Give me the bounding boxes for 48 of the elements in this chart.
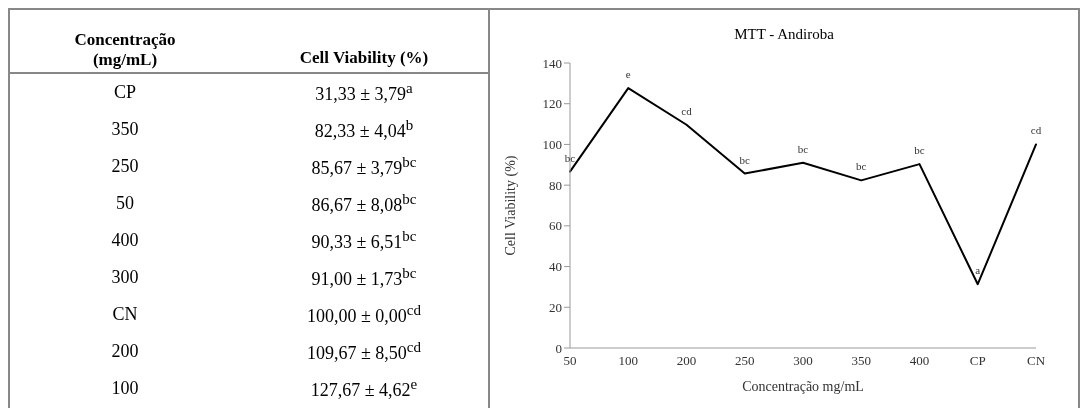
data-label: bc	[564, 151, 576, 164]
data-label: bc	[856, 160, 867, 173]
y-tick-label: 0	[555, 340, 562, 356]
text: 127,67 ± 4,62$^{e}$	[310, 376, 418, 400]
text: 31,33 ± 3,79$^{a}$	[315, 80, 413, 104]
y-tick-label: 80	[549, 177, 562, 193]
text: 82,33 ± 4,04$^{b}$	[314, 117, 414, 141]
y-tick-label: 20	[549, 299, 562, 315]
category-label: CN	[111, 304, 139, 325]
x-axis-title: Concentração mg/mL	[742, 379, 864, 394]
category-label: 400	[110, 230, 140, 251]
y-tick-label: 100	[542, 137, 562, 153]
x-tick-label: 200	[676, 353, 697, 369]
chart-title: MTT - Andiroba	[733, 26, 835, 43]
y-tick-label: 140	[542, 55, 562, 71]
text: 90,33 ± 6,51$^{bc}$	[311, 228, 417, 252]
text: 85,67 ± 3,79$^{bc}$	[311, 154, 417, 178]
y-tick-label: 60	[549, 218, 562, 234]
x-tick-label: 300	[793, 353, 813, 369]
category-label: CP	[113, 82, 137, 103]
x-tick-label: CN	[1026, 353, 1046, 369]
x-tick-label: 400	[909, 353, 930, 369]
text: 91,00 ± 1,73$^{bc}$	[311, 265, 417, 289]
category-label: 50	[115, 193, 135, 214]
category-label: 250	[110, 156, 140, 177]
x-tick-label: 50	[563, 353, 577, 369]
data-label: bc	[739, 153, 751, 166]
text: Concentração (mg/mL)	[73, 30, 177, 70]
y-axis-title: Cell Viability (%)	[502, 155, 519, 256]
text: 100,00 ± 0,00$^{cd}$	[306, 302, 422, 326]
x-tick-label: CP	[969, 353, 986, 369]
x-tick-label: 100	[618, 353, 638, 369]
data-label: e	[625, 68, 631, 81]
data-label: bc	[797, 142, 809, 155]
y-tick-label: 40	[549, 259, 562, 275]
data-label: cd	[681, 104, 693, 117]
text: Cell Viability (%)	[298, 48, 430, 69]
category-label: 300	[110, 267, 140, 288]
category-label: 350	[110, 119, 140, 140]
y-tick-label: 120	[542, 96, 562, 112]
category-label: 100	[110, 378, 140, 399]
text: 86,67 ± 8,08$^{bc}$	[311, 191, 417, 215]
x-tick-label: 250	[735, 353, 755, 369]
text: 109,67 ± 8,50$^{cd}$	[306, 339, 422, 363]
data-label: a	[975, 264, 981, 277]
x-tick-label: 350	[851, 353, 871, 369]
data-label: cd	[1030, 124, 1042, 137]
data-label: bc	[914, 144, 925, 157]
